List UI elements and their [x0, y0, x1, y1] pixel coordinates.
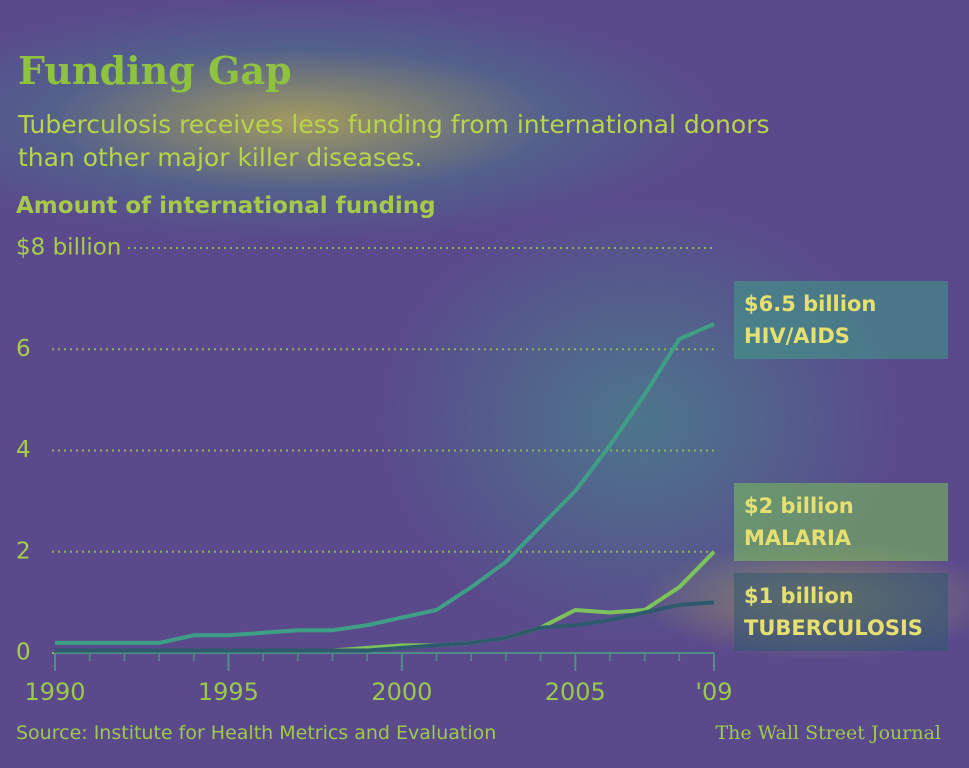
value-label: $2 billion [744, 494, 854, 518]
x-tick-label: '09 [695, 678, 732, 706]
value-label: $6.5 billion [744, 292, 876, 316]
series-name: MALARIA [744, 526, 852, 550]
end-label-box [734, 281, 948, 359]
end-label: $1 billion TUBERCULOSIS [734, 573, 948, 651]
source-note: Source: Institute for Health Metrics and… [16, 722, 497, 744]
x-tick-label: 1995 [198, 678, 259, 706]
y-tick-label: $8 billion [16, 235, 121, 261]
x-tick-label: 2000 [371, 678, 432, 706]
end-label-box [734, 483, 948, 561]
y-tick-label: 2 [16, 538, 31, 564]
credit: The Wall Street Journal [715, 722, 941, 744]
x-tick-label: 1990 [24, 678, 85, 706]
chart-title: Funding Gap [18, 48, 292, 93]
series-line [55, 550, 716, 653]
end-label: $6.5 billion HIV/AIDS [734, 281, 948, 359]
series-name: HIV/AIDS [744, 324, 850, 348]
y-tick-label: 0 [16, 640, 31, 666]
end-label-box [734, 573, 948, 651]
y-axis-label: Amount of international funding [16, 193, 436, 219]
series-name: TUBERCULOSIS [744, 616, 923, 640]
end-label: $2 billion MALARIA [734, 483, 948, 561]
x-tick-label: 2005 [545, 678, 606, 706]
series-line [55, 322, 715, 645]
series-line [55, 600, 715, 653]
y-tick-label: 4 [16, 437, 31, 463]
y-tick-label: 6 [16, 336, 31, 362]
value-label: $1 billion [744, 584, 854, 608]
chart-subtitle: Tuberculosis receives less funding from … [18, 110, 770, 172]
